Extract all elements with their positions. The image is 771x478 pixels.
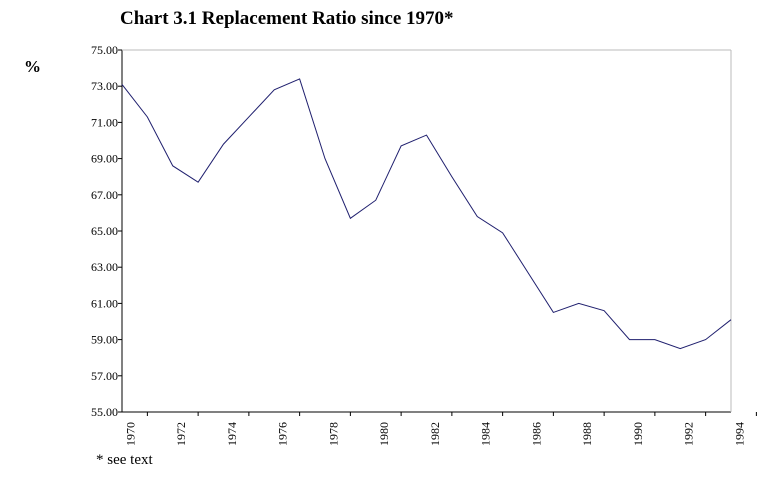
y-tick-label: 59.00 (91, 333, 118, 347)
x-tick-label: 1994 (732, 422, 746, 446)
y-tick-label: 71.00 (91, 115, 118, 129)
x-tick-label: 1992 (682, 422, 696, 446)
chart-title: Chart 3.1 Replacement Ratio since 1970* (120, 8, 454, 29)
x-tick-label: 1984 (479, 422, 493, 446)
x-tick-label: 1972 (174, 422, 188, 446)
y-tick-label: 61.00 (91, 296, 118, 310)
x-tick-label: 1986 (529, 422, 543, 446)
x-tick-label: 1976 (276, 422, 290, 446)
x-tick-label: 1988 (580, 422, 594, 446)
y-tick-label: 55.00 (91, 405, 118, 419)
y-axis-label: % (24, 57, 41, 76)
y-tick-label: 75.00 (91, 43, 118, 57)
x-tick-label: 1974 (225, 422, 239, 446)
x-tick-label: 1978 (326, 422, 340, 446)
footnote: * see text (96, 452, 153, 468)
y-tick-label: 57.00 (91, 369, 118, 383)
x-tick-label: 1982 (428, 422, 442, 446)
y-tick-label: 63.00 (91, 260, 118, 274)
x-tick-label: 1980 (377, 422, 391, 446)
x-tick-label: 1970 (123, 422, 137, 446)
y-tick-label: 65.00 (91, 224, 118, 238)
x-tick-label: 1990 (631, 422, 645, 446)
y-tick-label: 69.00 (91, 152, 118, 166)
y-tick-label: 67.00 (91, 188, 118, 202)
line-series (121, 78, 732, 350)
y-tick-label: 73.00 (91, 79, 118, 93)
